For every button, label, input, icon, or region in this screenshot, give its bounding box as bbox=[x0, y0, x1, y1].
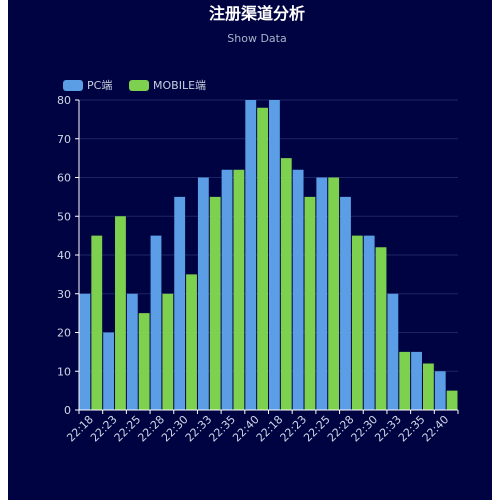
bar-pc-1[interactable] bbox=[103, 332, 115, 411]
bar-mobile-11[interactable] bbox=[351, 235, 363, 410]
x-tick-label: 22:40 bbox=[420, 413, 452, 445]
bar-mobile-6[interactable] bbox=[233, 169, 245, 410]
chart-subtitle: Show Data bbox=[227, 32, 286, 45]
bar-mobile-12[interactable] bbox=[375, 247, 387, 410]
legend-swatch-mobile bbox=[129, 80, 149, 91]
bar-mobile-14[interactable] bbox=[422, 363, 434, 411]
y-tick-label: 70 bbox=[57, 133, 71, 146]
bar-pc-8[interactable] bbox=[269, 100, 280, 410]
bar-pc-10[interactable] bbox=[316, 177, 328, 411]
bar-pc-0[interactable] bbox=[79, 293, 91, 410]
x-axis-ticks: 22:1822:2322:2522:2822:3022:3322:3522:40… bbox=[64, 410, 459, 445]
bar-pc-13[interactable] bbox=[387, 293, 399, 410]
bar-mobile-2[interactable] bbox=[138, 313, 150, 410]
bar-pc-2[interactable] bbox=[126, 293, 138, 410]
bar-mobile-8[interactable] bbox=[280, 158, 292, 410]
bar-pc-3[interactable] bbox=[150, 235, 162, 410]
bar-pc-6[interactable] bbox=[221, 169, 233, 410]
legend: PC端 MOBILE端 bbox=[63, 79, 206, 92]
bar-mobile-10[interactable] bbox=[328, 177, 340, 411]
y-tick-label: 20 bbox=[57, 327, 71, 340]
bar-mobile-7[interactable] bbox=[257, 107, 268, 410]
chart-title: 注册渠道分析 bbox=[209, 4, 305, 23]
bar-pc-9[interactable] bbox=[292, 169, 304, 410]
bar-pc-14[interactable] bbox=[411, 351, 422, 410]
bars bbox=[79, 100, 458, 411]
bar-mobile-5[interactable] bbox=[209, 196, 221, 410]
bar-pc-15[interactable] bbox=[434, 371, 446, 410]
bar-mobile-9[interactable] bbox=[304, 196, 316, 410]
bar-mobile-1[interactable] bbox=[115, 216, 126, 410]
bar-mobile-3[interactable] bbox=[162, 293, 174, 410]
y-tick-label: 40 bbox=[57, 249, 71, 262]
bar-pc-4[interactable] bbox=[174, 196, 186, 410]
legend-swatch-pc bbox=[63, 80, 83, 91]
bar-pc-5[interactable] bbox=[197, 177, 209, 411]
y-tick-label: 60 bbox=[57, 172, 71, 185]
bar-pc-11[interactable] bbox=[340, 196, 351, 410]
legend-label-mobile: MOBILE端 bbox=[153, 79, 206, 92]
bar-mobile-15[interactable] bbox=[446, 390, 458, 410]
legend-item-pc[interactable]: PC端 bbox=[63, 79, 112, 92]
bar-mobile-0[interactable] bbox=[91, 235, 103, 410]
legend-label-pc: PC端 bbox=[87, 79, 112, 92]
bar-mobile-13[interactable] bbox=[399, 351, 411, 410]
y-tick-label: 50 bbox=[57, 210, 71, 223]
y-tick-label: 0 bbox=[64, 404, 71, 417]
bar-pc-7[interactable] bbox=[245, 100, 257, 410]
legend-item-mobile[interactable]: MOBILE端 bbox=[129, 79, 206, 92]
y-tick-label: 80 bbox=[57, 94, 71, 107]
bar-pc-12[interactable] bbox=[363, 235, 375, 410]
y-tick-label: 30 bbox=[57, 288, 71, 301]
bar-mobile-4[interactable] bbox=[186, 274, 197, 410]
y-axis-ticks: 0 10 20 30 40 50 60 70 80 bbox=[57, 94, 79, 417]
y-tick-label: 10 bbox=[57, 365, 71, 378]
